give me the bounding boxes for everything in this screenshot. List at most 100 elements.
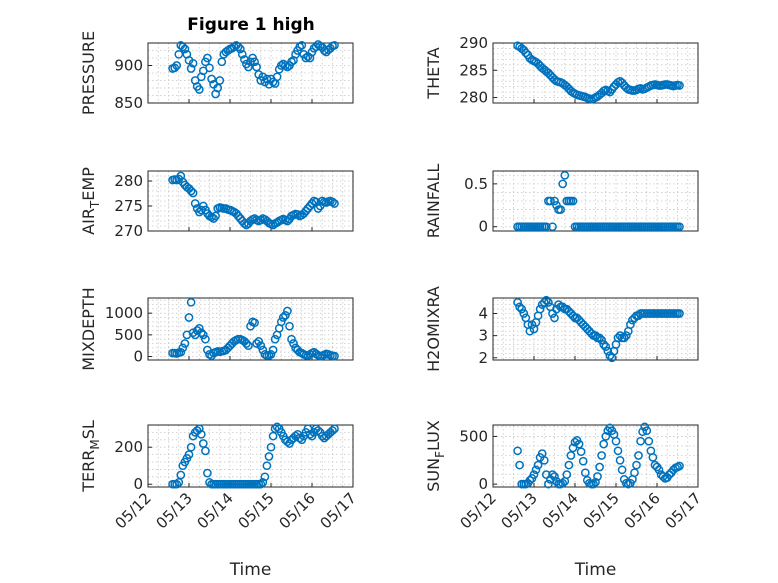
data-point (258, 345, 268, 355)
data-point (626, 320, 635, 329)
y-tick-label: 1000 (105, 304, 143, 322)
data-point (215, 76, 225, 85)
data-point (311, 42, 321, 52)
data-point (630, 468, 639, 478)
data-point (270, 424, 280, 434)
data-point (301, 53, 311, 63)
data-point (560, 170, 570, 180)
y-tick-label: 270 (114, 222, 143, 240)
data-point (180, 44, 190, 54)
data-point (250, 57, 259, 67)
data-point (597, 451, 606, 460)
data-point (297, 40, 307, 50)
data-point (186, 64, 196, 73)
data-point (190, 199, 200, 208)
data-point (621, 331, 631, 340)
data-point (521, 48, 531, 58)
data-point (268, 345, 278, 355)
data-point (242, 339, 251, 348)
data-point (548, 470, 557, 479)
data-point (293, 210, 302, 219)
series-markers (513, 41, 684, 104)
x-tick-label: 05/14 (539, 489, 582, 532)
data-point (196, 328, 206, 338)
data-point (519, 309, 529, 318)
y-tick-label: 4 (478, 305, 488, 323)
data-point (276, 61, 286, 70)
data-point (207, 212, 216, 222)
data-point (281, 61, 290, 70)
data-point (675, 461, 684, 471)
subplot-air_temp: 270 275 280 AIRTEMP (79, 167, 354, 240)
x-tick-label: 05/12 (112, 489, 155, 532)
x-tick-label: 05/17 (662, 489, 705, 532)
data-point (287, 334, 296, 344)
data-point (330, 199, 339, 208)
data-point (217, 57, 227, 67)
data-point (203, 53, 212, 63)
data-point (595, 462, 604, 472)
data-point (654, 465, 664, 475)
data-point (244, 341, 253, 351)
data-point (513, 298, 522, 307)
data-point (558, 478, 568, 488)
x-tick-label: 05/13 (498, 489, 541, 532)
y-tick-label: 200 (114, 438, 143, 456)
data-point (244, 62, 253, 72)
data-point (328, 197, 337, 207)
data-point (223, 46, 233, 55)
data-point (256, 215, 266, 225)
data-point (194, 323, 204, 333)
data-point (295, 42, 305, 52)
y-tick-label: 2 (478, 349, 488, 367)
figure-title: Figure 1 high (187, 15, 315, 35)
data-point (558, 179, 568, 189)
data-point (207, 74, 216, 84)
y-tick-label: 3 (478, 327, 488, 345)
data-point (287, 57, 296, 67)
data-point (170, 63, 180, 73)
data-point (186, 442, 196, 452)
data-point (515, 460, 524, 470)
axes-frame (492, 297, 699, 361)
series-markers (168, 171, 339, 230)
data-point (188, 188, 198, 198)
series-markers (168, 422, 339, 489)
data-point (264, 452, 274, 461)
x-axis-label: Time (574, 560, 617, 580)
data-point (642, 426, 652, 436)
y-axis-label: AIRTEMP (79, 167, 102, 235)
data-point (266, 442, 276, 452)
data-point (529, 470, 539, 479)
data-point (272, 72, 282, 82)
data-point (611, 436, 621, 446)
series-markers (513, 170, 684, 232)
y-tick-label: 0 (133, 348, 143, 366)
subplot-terr_msl: 0 200 TERRMSL 05/1205/1305/1405/1505/1605/1… (79, 420, 360, 580)
data-point (580, 468, 590, 478)
data-point (307, 199, 317, 208)
y-axis-label: MIXDEPTH (79, 287, 98, 370)
y-axis-label: RAINFALL (424, 164, 443, 239)
x-tick-label: 05/15 (235, 489, 278, 532)
axes-frame (147, 170, 354, 232)
data-point (601, 432, 611, 441)
data-point (568, 443, 578, 453)
data-point (634, 451, 643, 460)
data-point (283, 306, 292, 316)
data-point (597, 335, 606, 345)
y-tick-label: 280 (459, 89, 488, 107)
data-point (278, 313, 288, 322)
y-axis-label: TERRMSL (79, 420, 102, 493)
data-point (194, 424, 204, 434)
x-tick-label: 05/12 (457, 489, 500, 532)
data-point (599, 340, 609, 349)
data-point (539, 455, 549, 465)
data-point (272, 422, 282, 432)
data-point (289, 339, 298, 348)
data-point (330, 424, 339, 434)
data-point (548, 222, 557, 232)
data-point (194, 85, 204, 94)
data-point (636, 436, 645, 446)
